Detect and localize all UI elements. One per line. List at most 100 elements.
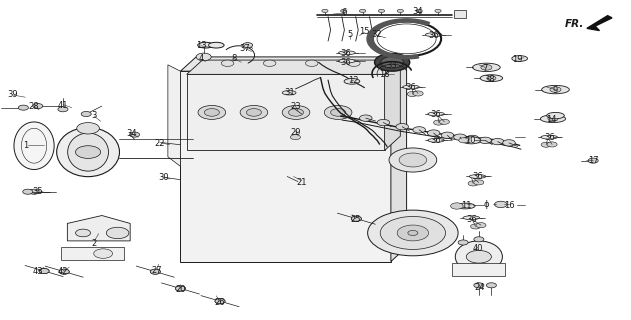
Circle shape	[396, 124, 408, 130]
Circle shape	[351, 216, 362, 221]
Text: 6: 6	[341, 8, 346, 17]
Circle shape	[39, 268, 49, 274]
Text: 31: 31	[284, 88, 295, 97]
Circle shape	[479, 137, 492, 143]
Circle shape	[487, 76, 496, 80]
Circle shape	[397, 9, 403, 12]
Circle shape	[351, 216, 362, 221]
Ellipse shape	[339, 59, 355, 63]
Text: FR.: FR.	[565, 19, 584, 28]
Polygon shape	[61, 247, 124, 260]
Polygon shape	[180, 71, 391, 261]
Circle shape	[29, 189, 39, 194]
Text: 10: 10	[465, 136, 475, 145]
Circle shape	[474, 180, 484, 185]
Text: 22: 22	[155, 139, 165, 148]
Text: 32: 32	[372, 30, 382, 39]
Text: 37: 37	[240, 44, 251, 53]
Ellipse shape	[198, 42, 213, 48]
Text: 4: 4	[199, 54, 204, 63]
Text: 13: 13	[196, 41, 206, 50]
Circle shape	[221, 60, 234, 67]
Circle shape	[407, 92, 417, 97]
Text: ϕ: ϕ	[483, 200, 489, 209]
Circle shape	[246, 108, 261, 116]
Circle shape	[215, 299, 225, 304]
Circle shape	[322, 9, 328, 12]
Circle shape	[379, 9, 385, 12]
Text: 36: 36	[431, 110, 442, 119]
Polygon shape	[587, 16, 612, 31]
Text: 14: 14	[546, 115, 557, 124]
Circle shape	[360, 115, 372, 121]
Circle shape	[81, 111, 91, 116]
Circle shape	[416, 9, 422, 12]
Polygon shape	[168, 65, 180, 166]
Circle shape	[466, 251, 492, 263]
Polygon shape	[391, 57, 406, 261]
Circle shape	[487, 283, 497, 288]
Text: 20: 20	[175, 285, 186, 294]
Circle shape	[129, 132, 139, 137]
Ellipse shape	[403, 85, 419, 89]
Ellipse shape	[463, 216, 480, 220]
Circle shape	[476, 223, 486, 228]
Ellipse shape	[208, 42, 224, 48]
Ellipse shape	[469, 175, 486, 178]
Polygon shape	[385, 60, 400, 150]
Circle shape	[441, 132, 454, 139]
Circle shape	[368, 210, 458, 256]
Text: 25: 25	[350, 215, 361, 224]
Ellipse shape	[425, 33, 442, 36]
Text: 3: 3	[91, 111, 97, 120]
Text: 34: 34	[127, 130, 138, 139]
Ellipse shape	[480, 75, 503, 82]
Circle shape	[77, 123, 100, 134]
Circle shape	[59, 269, 69, 274]
Circle shape	[282, 105, 310, 119]
Circle shape	[324, 105, 352, 119]
Circle shape	[495, 201, 507, 208]
Circle shape	[150, 269, 160, 274]
Ellipse shape	[428, 139, 444, 142]
Text: 17: 17	[588, 156, 598, 165]
Circle shape	[33, 104, 43, 108]
Circle shape	[435, 9, 441, 12]
Text: 29: 29	[290, 128, 300, 137]
Polygon shape	[367, 19, 430, 59]
Ellipse shape	[344, 78, 360, 84]
Polygon shape	[68, 215, 130, 241]
Polygon shape	[452, 263, 505, 276]
Text: 16: 16	[504, 201, 514, 210]
Circle shape	[468, 181, 478, 186]
Circle shape	[408, 230, 418, 236]
Ellipse shape	[473, 63, 500, 72]
Circle shape	[397, 225, 428, 241]
Text: 11: 11	[461, 202, 471, 211]
Circle shape	[474, 283, 484, 288]
Circle shape	[413, 127, 425, 133]
Circle shape	[288, 108, 304, 116]
Circle shape	[389, 148, 437, 172]
Circle shape	[548, 116, 558, 121]
Polygon shape	[180, 57, 406, 71]
Circle shape	[240, 105, 268, 119]
Circle shape	[474, 237, 484, 242]
Circle shape	[459, 138, 469, 143]
Text: 9: 9	[553, 86, 558, 95]
Circle shape	[471, 224, 481, 229]
Text: 36: 36	[340, 49, 351, 58]
Circle shape	[466, 135, 479, 142]
Circle shape	[375, 53, 410, 71]
Circle shape	[18, 105, 28, 110]
Ellipse shape	[57, 127, 119, 177]
Text: 33: 33	[387, 61, 398, 70]
Text: 7: 7	[483, 63, 488, 73]
Polygon shape	[187, 60, 400, 74]
Circle shape	[198, 105, 226, 119]
Circle shape	[377, 119, 389, 126]
Circle shape	[243, 43, 252, 48]
Circle shape	[305, 60, 318, 67]
Text: 41: 41	[57, 101, 68, 110]
Circle shape	[196, 53, 211, 61]
